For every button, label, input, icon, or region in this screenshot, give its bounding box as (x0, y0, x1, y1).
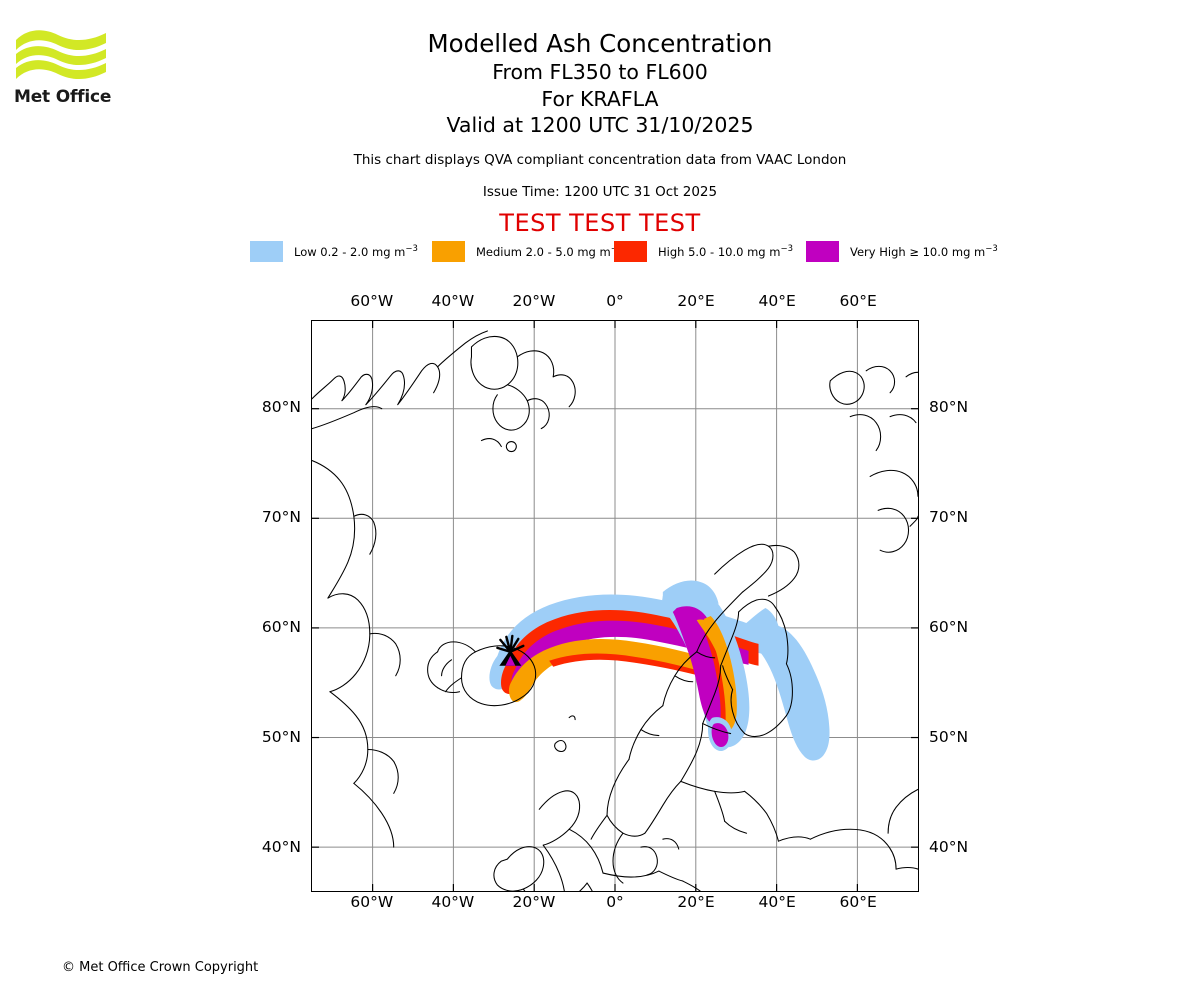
lat-label-80N: 80°N (929, 398, 969, 416)
legend-item-very-high: Very High ≥ 10.0 mg m−3 (806, 240, 998, 262)
plume-tail-high (700, 619, 732, 726)
legend-swatch-high (614, 240, 647, 262)
plume-high-seam (549, 653, 711, 679)
lon-label-20E: 20°E (677, 893, 715, 911)
lat-label-70N: 70°N (929, 508, 969, 526)
test-banner: TEST TEST TEST (499, 208, 701, 237)
lon-label-40W: 40°W (431, 893, 475, 911)
legend-item-high: High 5.0 - 10.0 mg m−3 (614, 240, 793, 262)
lon-label-40E: 40°E (758, 893, 796, 911)
lon-label-60W: 60°W (350, 893, 394, 911)
chart-title-block: Modelled Ash Concentration From FL350 to… (0, 28, 1200, 237)
flight-level-range: From FL350 to FL600 (492, 60, 708, 84)
concentration-legend: Low 0.2 - 2.0 mg m−3 Medium 2.0 - 5.0 mg… (0, 240, 1200, 262)
copyright-notice: © Met Office Crown Copyright (62, 960, 259, 975)
map-canvas (312, 321, 918, 891)
lon-label-60E: 60°E (839, 893, 877, 911)
legend-swatch-medium (432, 240, 465, 262)
lat-label-60N: 60°N (929, 618, 969, 636)
plume-north-lobe-orange (696, 619, 721, 662)
lon-label-20E: 20°E (677, 292, 715, 310)
lat-label-60N: 60°N (261, 618, 301, 636)
lon-label-60E: 60°E (839, 292, 877, 310)
legend-item-low: Low 0.2 - 2.0 mg m−3 (250, 240, 418, 262)
plume-tail-medium (703, 615, 737, 731)
lon-label-20W: 20°W (512, 893, 556, 911)
ash-plume (489, 580, 830, 761)
legend-label-low: Low 0.2 - 2.0 mg m−3 (294, 243, 418, 259)
lon-label-0: 0° (606, 292, 624, 310)
coastlines (312, 330, 918, 891)
lat-label-40N: 40°N (261, 838, 301, 856)
valid-time: Valid at 1200 UTC 31/10/2025 (446, 113, 754, 137)
lon-label-60W: 60°W (350, 292, 394, 310)
lon-label-40W: 40°W (431, 292, 475, 310)
met-office-waves-icon (16, 30, 106, 80)
met-office-logo: Met Office (14, 26, 134, 107)
page-title: Modelled Ash Concentration (427, 29, 773, 58)
legend-item-medium: Medium 2.0 - 5.0 mg m−3 (432, 240, 623, 262)
legend-label-medium: Medium 2.0 - 5.0 mg m−3 (476, 244, 623, 259)
legend-label-high: High 5.0 - 10.0 mg m−3 (658, 243, 793, 259)
issue-time: Issue Time: 1200 UTC 31 Oct 2025 (482, 183, 718, 200)
lat-label-50N: 50°N (261, 728, 301, 746)
legend-label-very-high: Very High ≥ 10.0 mg m−3 (850, 243, 998, 259)
lon-label-0: 0° (606, 893, 624, 911)
lat-label-70N: 70°N (261, 508, 301, 526)
map-ticks (312, 321, 918, 891)
qva-note: This chart displays QVA compliant concen… (353, 151, 847, 168)
lat-label-40N: 40°N (929, 838, 969, 856)
legend-swatch-low (250, 240, 283, 262)
lat-label-80N: 80°N (261, 398, 301, 416)
volcano-name: For KRAFLA (541, 86, 659, 111)
met-office-wordmark: Met Office (14, 87, 112, 107)
plume-north-lobe (662, 580, 719, 612)
volcano-icon (496, 634, 525, 666)
lat-label-50N: 50°N (929, 728, 969, 746)
legend-swatch-very-high (806, 240, 839, 262)
lon-label-40E: 40°E (758, 292, 796, 310)
ash-concentration-map[interactable] (311, 320, 919, 892)
lon-label-20W: 20°W (512, 292, 556, 310)
